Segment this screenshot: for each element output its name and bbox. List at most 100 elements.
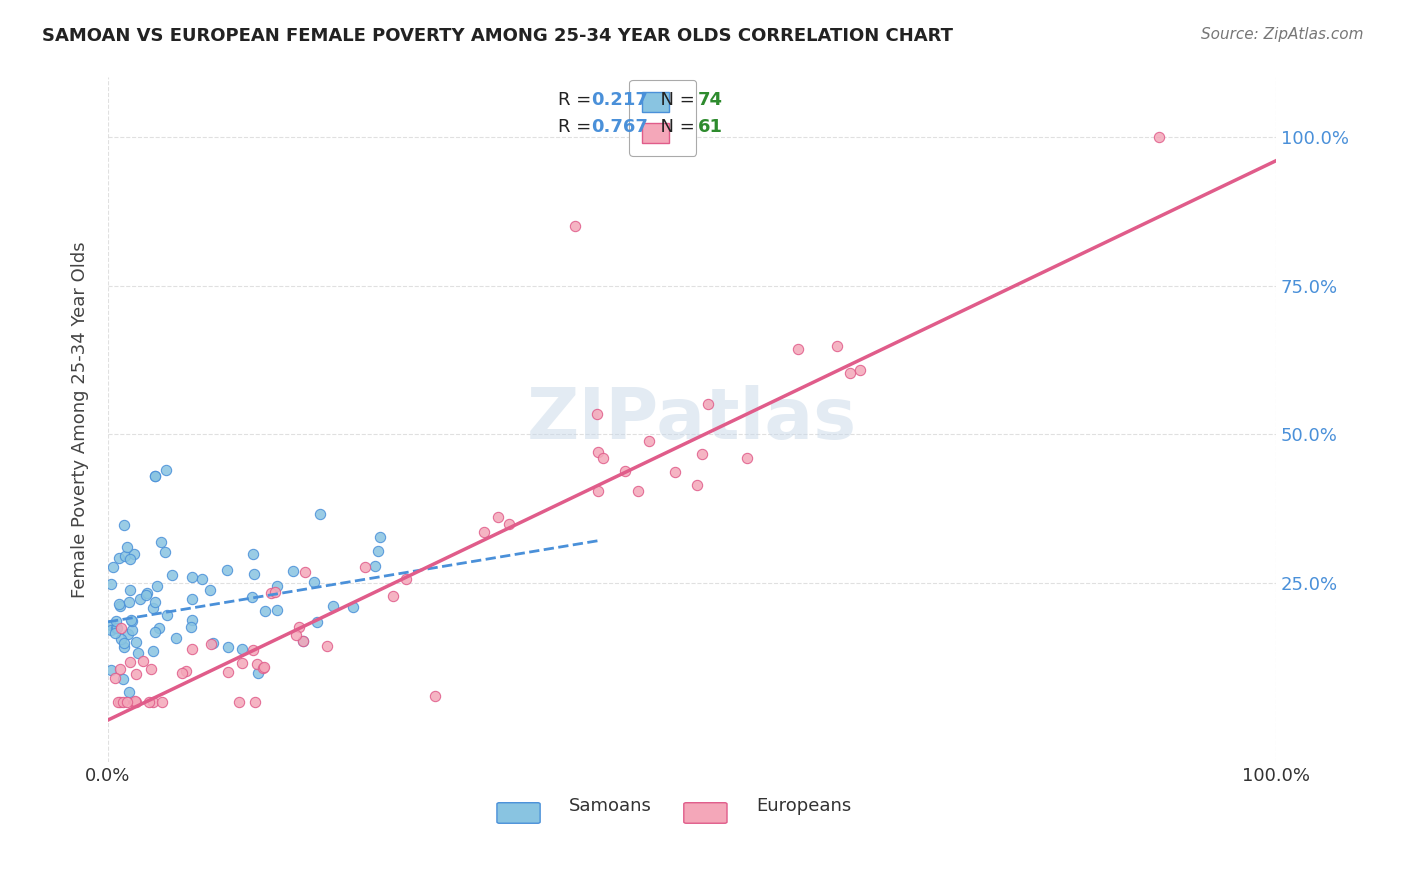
Text: Europeans: Europeans	[756, 797, 852, 815]
Point	[118, 685, 141, 699]
Point	[148, 621, 170, 635]
Point	[110, 662, 132, 676]
Point	[664, 465, 686, 479]
Point	[150, 695, 173, 709]
Text: R =: R =	[558, 118, 596, 136]
Point	[125, 666, 148, 681]
Point	[585, 407, 607, 421]
Point	[117, 627, 139, 641]
Point	[735, 450, 758, 465]
Text: Source: ZipAtlas.com: Source: ZipAtlas.com	[1201, 27, 1364, 42]
Point	[100, 664, 122, 678]
Point	[108, 695, 131, 709]
Point	[112, 640, 135, 655]
Point	[291, 634, 314, 648]
Point	[288, 620, 311, 634]
Point	[132, 654, 155, 668]
FancyBboxPatch shape	[683, 803, 727, 823]
Point	[129, 592, 152, 607]
Point	[381, 589, 404, 603]
Point	[121, 623, 143, 637]
Point	[395, 572, 418, 586]
Point	[181, 592, 204, 607]
Point	[242, 547, 264, 561]
Point	[246, 657, 269, 671]
Point	[586, 444, 609, 458]
Point	[1147, 130, 1170, 145]
Point	[172, 665, 194, 680]
Point	[367, 543, 389, 558]
Point	[638, 434, 661, 449]
Point	[120, 655, 142, 669]
Text: N =: N =	[648, 91, 700, 109]
Point	[124, 694, 146, 708]
Y-axis label: Female Poverty Among 25-34 Year Olds: Female Poverty Among 25-34 Year Olds	[72, 241, 89, 598]
Point	[786, 343, 808, 357]
Point	[472, 525, 495, 540]
Point	[285, 628, 308, 642]
Point	[143, 624, 166, 639]
Point	[364, 558, 387, 573]
Point	[112, 636, 135, 650]
Point	[104, 671, 127, 685]
Point	[110, 621, 132, 635]
Point	[181, 570, 204, 584]
Point	[127, 646, 149, 660]
Point	[368, 530, 391, 544]
Point	[100, 577, 122, 591]
Point	[315, 639, 337, 653]
Point	[254, 604, 277, 618]
Point	[242, 642, 264, 657]
Point	[105, 614, 128, 628]
Point	[120, 614, 142, 628]
Point	[322, 599, 344, 614]
Point	[145, 579, 167, 593]
Point	[592, 451, 614, 466]
Point	[498, 516, 520, 531]
Text: N =: N =	[648, 118, 700, 136]
Point	[697, 397, 720, 411]
Point	[108, 550, 131, 565]
Point	[181, 614, 204, 628]
Point	[240, 590, 263, 604]
Point	[101, 560, 124, 574]
Point	[243, 567, 266, 582]
Point	[125, 695, 148, 709]
Point	[115, 695, 138, 709]
Point	[231, 642, 253, 657]
Point	[135, 585, 157, 599]
Point	[160, 568, 183, 582]
Point	[180, 620, 202, 634]
Point	[153, 545, 176, 559]
Point	[423, 690, 446, 704]
Text: 0.767: 0.767	[592, 118, 648, 136]
Text: 74: 74	[697, 91, 723, 109]
Point	[138, 695, 160, 709]
Point	[686, 478, 709, 492]
Point	[247, 666, 270, 681]
Point	[281, 564, 304, 578]
Point	[228, 695, 250, 709]
Point	[108, 599, 131, 613]
Point	[105, 622, 128, 636]
Point	[252, 660, 274, 674]
Text: SAMOAN VS EUROPEAN FEMALE POVERTY AMONG 25-34 YEAR OLDS CORRELATION CHART: SAMOAN VS EUROPEAN FEMALE POVERTY AMONG …	[42, 27, 953, 45]
Point	[115, 540, 138, 554]
Point	[690, 447, 713, 461]
Point	[260, 586, 283, 600]
Point	[342, 599, 364, 614]
Point	[217, 640, 239, 654]
Point	[142, 695, 165, 709]
Point	[139, 662, 162, 676]
Point	[202, 636, 225, 650]
Point	[486, 510, 509, 524]
Point	[292, 634, 315, 648]
Point	[307, 615, 329, 630]
FancyBboxPatch shape	[496, 803, 540, 823]
Point	[118, 552, 141, 566]
Point	[627, 483, 650, 498]
Text: 61: 61	[697, 118, 723, 136]
Point	[125, 635, 148, 649]
Point	[110, 632, 132, 647]
Point	[107, 695, 129, 709]
